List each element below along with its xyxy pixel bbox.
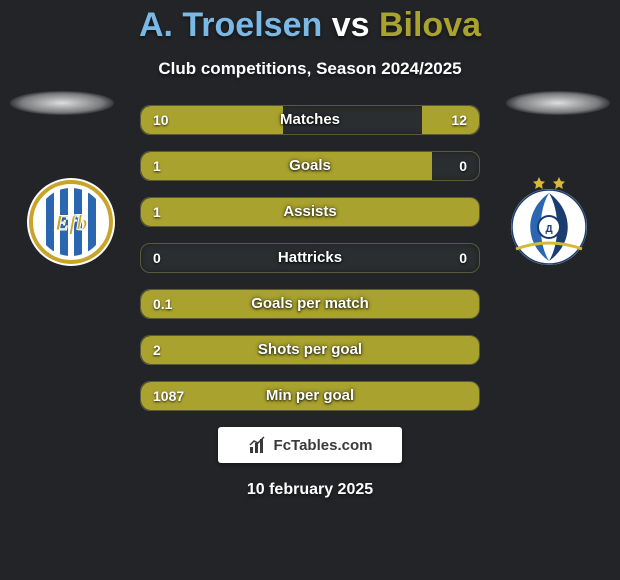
stat-row: Min per goal1087 xyxy=(140,381,480,411)
stat-label: Min per goal xyxy=(141,382,479,410)
stat-value-right: 0 xyxy=(459,244,467,272)
stat-value-left: 2 xyxy=(153,336,161,364)
team-crest-right: Д xyxy=(504,177,594,267)
date-text: 10 february 2025 xyxy=(0,481,620,499)
stat-value-left: 0.1 xyxy=(153,290,172,318)
stat-value-right: 0 xyxy=(459,152,467,180)
branding-chart-icon xyxy=(248,435,268,455)
svg-text:Д: Д xyxy=(545,224,552,235)
branding-text: FcTables.com xyxy=(274,437,373,454)
crest-left-svg: Efb xyxy=(26,177,116,267)
comparison-stage: Efb Д Matches1012Goals10Assists1Hattric xyxy=(0,105,620,411)
stat-label: Assists xyxy=(141,198,479,226)
stat-value-left: 0 xyxy=(153,244,161,272)
stat-row: Matches10 12 xyxy=(140,105,480,135)
stat-value-left: 10 xyxy=(153,106,169,134)
stat-row: Goals per match0.1 xyxy=(140,289,480,319)
stat-rows: Matches1012Goals10Assists1Hattricks00Goa… xyxy=(140,105,480,411)
stat-value-right: 12 xyxy=(451,106,467,134)
stat-label: Matches xyxy=(141,106,479,134)
stat-row: Hattricks0 0 xyxy=(140,243,480,273)
stat-row: Shots per goal2 xyxy=(140,335,480,365)
stat-label: Goals per match xyxy=(141,290,479,318)
stat-value-left: 1 xyxy=(153,152,161,180)
team-crest-left: Efb xyxy=(26,177,116,267)
halo-right xyxy=(506,91,610,115)
stat-row: Assists1 xyxy=(140,197,480,227)
stat-label: Goals xyxy=(141,152,479,180)
comparison-title: A. Troelsen vs Bilova xyxy=(0,0,620,45)
branding-badge: FcTables.com xyxy=(218,427,402,463)
subtitle: Club competitions, Season 2024/2025 xyxy=(0,59,620,79)
vs-text: vs xyxy=(332,6,370,44)
player2-name: Bilova xyxy=(379,6,481,44)
svg-text:Efb: Efb xyxy=(54,210,88,235)
stat-label: Hattricks xyxy=(141,244,479,272)
stat-value-left: 1 xyxy=(153,198,161,226)
player1-name: A. Troelsen xyxy=(139,6,322,44)
stat-value-left: 1087 xyxy=(153,382,184,410)
halo-left xyxy=(10,91,114,115)
stat-row: Goals1 0 xyxy=(140,151,480,181)
crest-right-svg: Д xyxy=(504,177,594,267)
stat-label: Shots per goal xyxy=(141,336,479,364)
